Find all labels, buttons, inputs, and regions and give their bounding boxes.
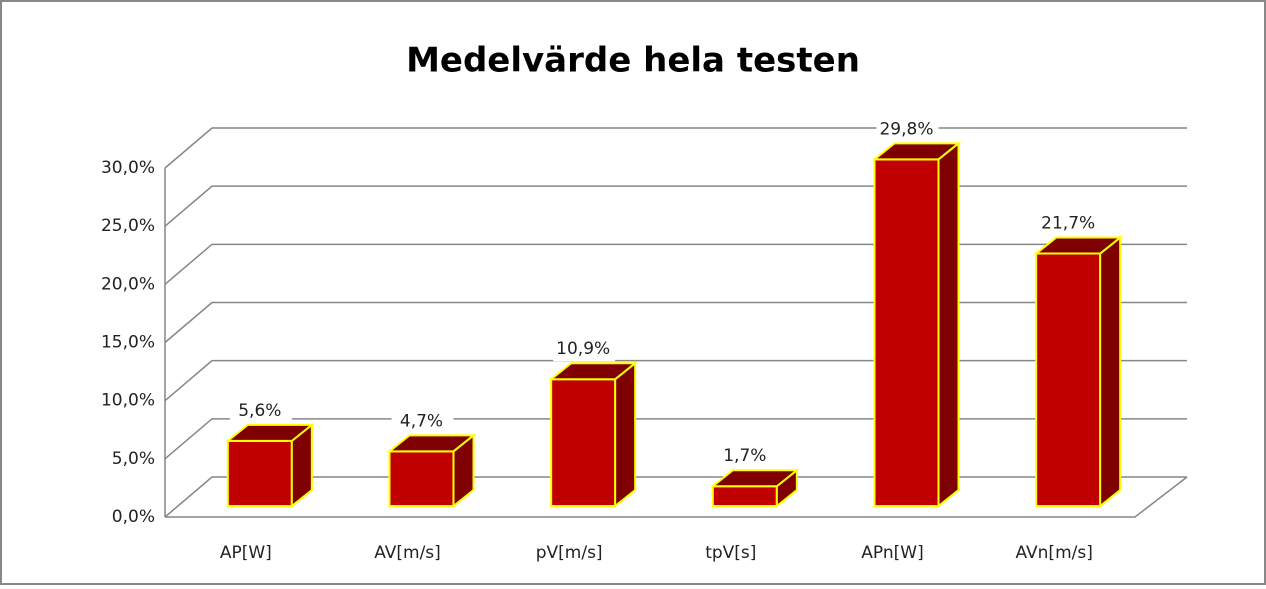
value-label-box [229,398,292,423]
x-tick-label: AV[m/s] [374,543,441,563]
bar-front [873,158,940,507]
value-label: 1,7% [723,446,766,466]
bar [548,361,639,509]
value-label: 29,8% [879,119,933,139]
x-tick-label: APn[W] [861,543,923,563]
bar [224,422,315,509]
bar [386,433,477,509]
y-tick-label: 10,0% [101,391,155,411]
x-tick-label: pV[m/s] [536,543,603,563]
bar-top [224,423,315,442]
y-tick-label: 30,0% [101,158,155,178]
y-tick-label: 5,0% [112,449,155,469]
value-label-box [876,117,939,142]
bar-front [226,439,293,507]
y-tick-label: 15,0% [101,333,155,353]
value-label: 5,6% [238,401,281,421]
grid-line [164,418,1187,460]
grid-line [164,127,1187,169]
x-tick-label: AVn[m/s] [1015,543,1092,563]
value-label: 4,7% [400,411,443,431]
y-tick-label: 0,0% [112,507,155,527]
value-label-box [553,337,616,362]
bar-front [711,485,778,507]
grid-line [164,359,1187,402]
bar [871,141,962,509]
y-tick-label: 25,0% [101,216,155,236]
value-label: 10,9% [556,339,610,359]
bar-front [388,450,455,507]
value-label-box [714,444,777,469]
bar [1033,235,1124,509]
y-tick-label: 20,0% [101,274,155,294]
bar-side [1099,235,1122,509]
chart-title: Medelvärde hela testen [406,41,860,81]
bar-top [871,142,962,161]
bar-top [709,469,800,488]
bar [709,468,800,509]
bar-top [1033,236,1124,255]
x-tick-label: tpV[s] [705,543,756,563]
grid-line [164,185,1187,227]
grid-line [164,301,1187,344]
floor [165,476,1188,518]
bar-side [614,361,637,509]
grid-line [164,476,1187,518]
value-label-box [1038,211,1101,236]
bar-top [386,434,477,453]
bar-top [548,362,639,381]
bar-side [937,141,960,509]
bar-front [1035,252,1102,507]
value-label-box [391,409,454,434]
x-tick-label: AP[W] [220,543,272,563]
value-label: 21,7% [1041,214,1095,234]
bar-front [550,378,617,507]
grid-line [164,243,1187,285]
